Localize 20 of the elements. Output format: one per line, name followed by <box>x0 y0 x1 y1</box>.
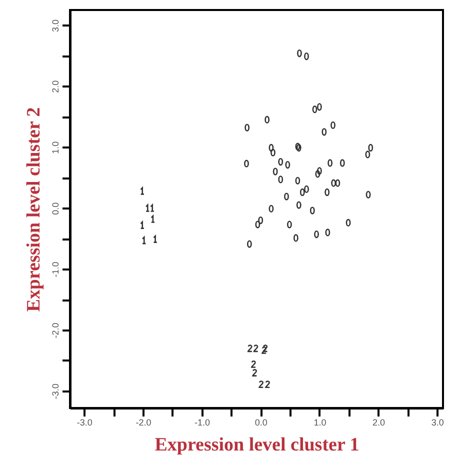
point <box>251 360 256 368</box>
point <box>252 369 258 376</box>
x-tick-label: -2.0 <box>136 418 152 428</box>
point <box>262 346 267 354</box>
y-tick-label: 3.0 <box>50 19 60 32</box>
y-tick-label: -3.0 <box>50 384 60 400</box>
y-axis-title: Expression level cluster 2 <box>24 107 44 312</box>
point <box>247 344 253 352</box>
y-tick-label: -1.0 <box>50 262 60 278</box>
y-tick-label: 0.0 <box>50 202 60 215</box>
x-tick-label: 2.0 <box>372 418 386 428</box>
y-tick-label: 1.0 <box>50 141 60 154</box>
y-tick-label: 2.0 <box>50 80 60 93</box>
x-axis-title: Expression level cluster 1 <box>154 434 360 456</box>
x-tick-label: 0.0 <box>254 418 268 428</box>
y-tick-label: -2.0 <box>50 322 60 338</box>
x-tick-label: 1.0 <box>314 418 326 428</box>
x-tick-label: -3.0 <box>76 418 92 428</box>
x-tick-label: 3.0 <box>431 418 444 428</box>
x-tick-label: -1.0 <box>194 418 210 428</box>
